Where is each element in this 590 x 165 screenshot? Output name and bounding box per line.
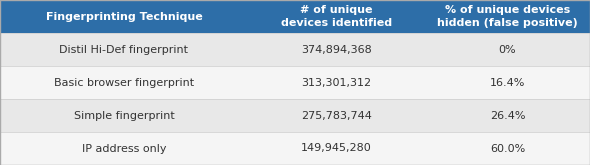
FancyBboxPatch shape (425, 0, 590, 33)
Text: 26.4%: 26.4% (490, 111, 525, 120)
Text: # of unique
devices identified: # of unique devices identified (281, 5, 392, 28)
Text: Distil Hi-Def fingerprint: Distil Hi-Def fingerprint (60, 45, 188, 54)
FancyBboxPatch shape (248, 99, 425, 132)
Text: Fingerprinting Technique: Fingerprinting Technique (45, 12, 202, 21)
FancyBboxPatch shape (425, 33, 590, 66)
FancyBboxPatch shape (0, 33, 248, 66)
Text: IP address only: IP address only (81, 144, 166, 153)
Text: 16.4%: 16.4% (490, 78, 525, 87)
Text: % of unique devices
hidden (false positive): % of unique devices hidden (false positi… (437, 5, 578, 28)
FancyBboxPatch shape (0, 66, 248, 99)
FancyBboxPatch shape (425, 132, 590, 165)
Text: 0%: 0% (499, 45, 516, 54)
FancyBboxPatch shape (248, 0, 425, 33)
FancyBboxPatch shape (248, 132, 425, 165)
FancyBboxPatch shape (0, 132, 248, 165)
Text: 275,783,744: 275,783,744 (301, 111, 372, 120)
FancyBboxPatch shape (0, 0, 248, 33)
Text: 60.0%: 60.0% (490, 144, 525, 153)
FancyBboxPatch shape (0, 99, 248, 132)
FancyBboxPatch shape (425, 99, 590, 132)
FancyBboxPatch shape (425, 66, 590, 99)
Text: Simple fingerprint: Simple fingerprint (74, 111, 174, 120)
Text: Basic browser fingerprint: Basic browser fingerprint (54, 78, 194, 87)
Text: 374,894,368: 374,894,368 (301, 45, 372, 54)
Text: 149,945,280: 149,945,280 (301, 144, 372, 153)
Text: 313,301,312: 313,301,312 (301, 78, 371, 87)
FancyBboxPatch shape (248, 33, 425, 66)
FancyBboxPatch shape (248, 66, 425, 99)
